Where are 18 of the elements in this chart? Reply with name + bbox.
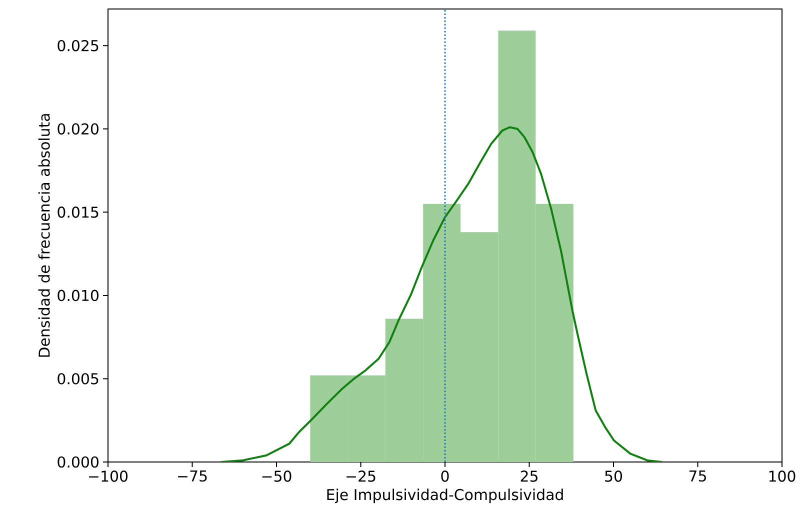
y-tick-label: 0.000: [58, 456, 98, 468]
y-tick-label: 0.015: [58, 206, 98, 218]
y-axis-title: Densidad de frecuencia absoluta: [38, 114, 50, 357]
x-tick-label: −100: [89, 470, 128, 482]
y-tick-label: 0.020: [58, 123, 98, 135]
x-tick-label: −75: [178, 470, 207, 482]
y-tick-label: 0.005: [58, 373, 98, 384]
x-axis-title: Eje Impulsividad-Compulsividad: [327, 488, 563, 504]
x-tick-label: 75: [689, 470, 706, 482]
x-tick-label: 50: [605, 470, 622, 482]
y-tick-label: 0.010: [58, 290, 98, 302]
x-tick-label: 0: [441, 470, 449, 482]
x-tick-label: −50: [262, 470, 292, 482]
y-tick-label: 0.025: [58, 40, 98, 52]
line-series: [220, 126, 664, 462]
x-tick-label: 100: [769, 470, 796, 482]
x-tick-label: −25: [346, 470, 376, 482]
x-tick-label: 25: [520, 470, 538, 482]
